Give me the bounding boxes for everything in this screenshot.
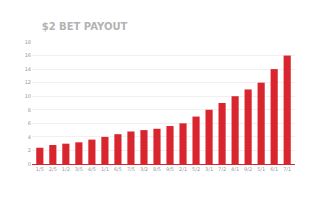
svg-text:3/5: 3/5 xyxy=(75,166,83,172)
svg-text:2/1: 2/1 xyxy=(179,166,187,172)
svg-text:10: 10 xyxy=(25,93,31,99)
svg-text:1/1: 1/1 xyxy=(101,166,109,172)
svg-text:7/5: 7/5 xyxy=(127,166,135,172)
svg-text:3/1: 3/1 xyxy=(205,166,213,172)
svg-text:7/2: 7/2 xyxy=(218,166,226,172)
svg-text:5/1: 5/1 xyxy=(257,166,265,172)
svg-text:8: 8 xyxy=(28,107,31,113)
svg-text:1/5: 1/5 xyxy=(36,166,44,172)
svg-text:2/5: 2/5 xyxy=(49,166,57,172)
svg-text:$2 BET PAYOUT: $2 BET PAYOUT xyxy=(42,21,128,32)
svg-text:14: 14 xyxy=(25,66,31,72)
svg-text:0: 0 xyxy=(28,161,31,167)
svg-text:1/2: 1/2 xyxy=(62,166,70,172)
svg-text:2: 2 xyxy=(28,147,31,153)
svg-text:3/2: 3/2 xyxy=(140,166,148,172)
svg-text:4/1: 4/1 xyxy=(231,166,239,172)
svg-text:8/5: 8/5 xyxy=(153,166,161,172)
svg-text:5/2: 5/2 xyxy=(192,166,200,172)
svg-text:9/5: 9/5 xyxy=(166,166,174,172)
svg-text:9/2: 9/2 xyxy=(244,166,252,172)
svg-text:18: 18 xyxy=(25,39,31,45)
svg-text:7/1: 7/1 xyxy=(283,166,291,172)
svg-text:4/5: 4/5 xyxy=(88,166,96,172)
svg-text:6: 6 xyxy=(28,120,31,126)
svg-text:6/5: 6/5 xyxy=(114,166,122,172)
svg-text:12: 12 xyxy=(25,79,31,85)
svg-text:6/1: 6/1 xyxy=(270,166,278,172)
svg-text:16: 16 xyxy=(25,52,31,58)
svg-text:4: 4 xyxy=(28,134,31,140)
